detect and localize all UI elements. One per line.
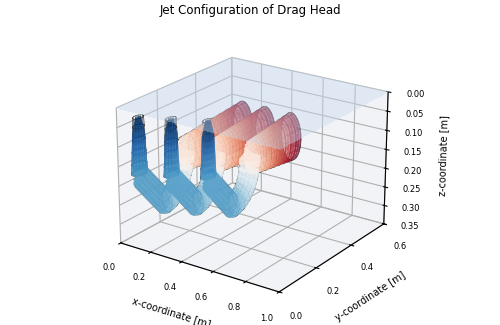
X-axis label: x-coordinate [m]: x-coordinate [m] bbox=[130, 296, 212, 325]
Title: Jet Configuration of Drag Head: Jet Configuration of Drag Head bbox=[159, 4, 341, 17]
Y-axis label: y-coordinate [m]: y-coordinate [m] bbox=[334, 270, 407, 323]
